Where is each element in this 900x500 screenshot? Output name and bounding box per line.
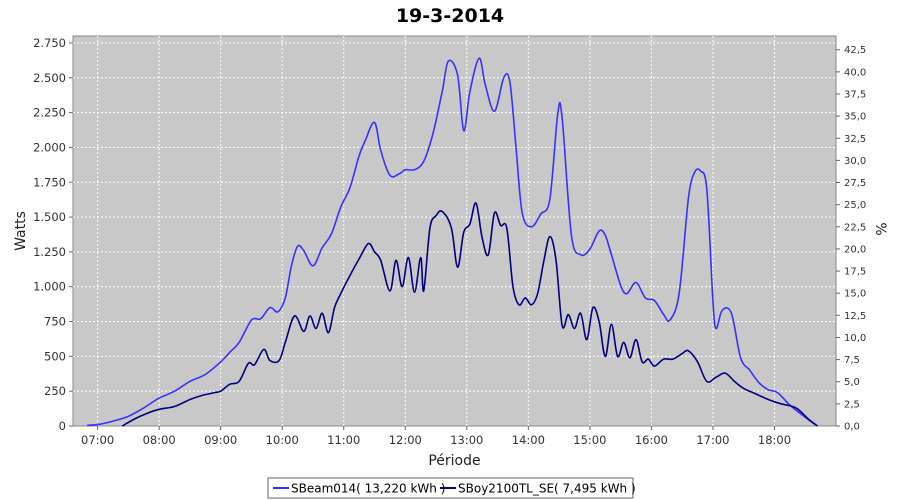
y-axis: 0 250 500 750 1.000 1.250 1.500 1.750 2.000 2.250…: [33, 36, 73, 433]
y2-tick-label: 15,0: [844, 289, 866, 300]
grid: [73, 36, 836, 426]
y2-tick-label: 12,5: [844, 311, 866, 322]
y2-tick-label: 7,5: [844, 355, 860, 366]
legend-label-sboy2100tl: SBoy2100TL_SE( 7,495 kWh ): [458, 482, 636, 496]
y2-tick-label: 2,5: [844, 399, 860, 410]
y-tick-label: 1.750: [33, 175, 66, 189]
y-tick-label: 500: [44, 349, 66, 363]
y2-tick-label: 32,5: [844, 134, 866, 145]
chart-title: 19-3-2014: [396, 5, 504, 27]
y-tick-label: 1.000: [33, 280, 66, 294]
y2-tick-label: 42,5: [844, 45, 866, 56]
x-axis: 07:00 08:00 09:00 10:00 11:00 12:00 13:00 14:00…: [81, 426, 791, 447]
x-tick-label: 16:00: [635, 433, 668, 447]
y2-tick-label: 27,5: [844, 178, 866, 189]
y-tick-label: 2.500: [33, 71, 66, 85]
y2-tick-label: 30,0: [844, 156, 866, 167]
series-lines: [87, 57, 818, 427]
x-tick-label: 18:00: [758, 433, 791, 447]
y-tick-label: 1.500: [33, 210, 66, 224]
x-tick-label: 07:00: [81, 433, 114, 447]
y2-tick-label: 17,5: [844, 267, 866, 278]
series-line-1: [121, 202, 818, 427]
x-tick-label: 10:00: [266, 433, 299, 447]
y2-tick-label: 25,0: [844, 200, 866, 211]
y2-tick-label: 22,5: [844, 222, 866, 233]
plot-area: [72, 35, 837, 427]
y-tick-label: 2.250: [33, 106, 66, 120]
y-tick-label: 250: [44, 384, 66, 398]
x-tick-label: 15:00: [573, 433, 606, 447]
x-tick-label: 08:00: [143, 433, 176, 447]
y2-axis-label: %: [872, 222, 888, 235]
y2-tick-label: 10,0: [844, 333, 866, 344]
series-line-0: [87, 57, 818, 427]
y2-axis: 0,0 2,5 5,0 7,5 10,0 12,5 15,0 17,5 20,0 22,5 25,0…: [836, 45, 866, 433]
y-tick-label: 0: [59, 419, 66, 433]
x-tick-label: 17:00: [696, 433, 729, 447]
y2-tick-label: 40,0: [844, 67, 866, 78]
x-tick-label: 13:00: [450, 433, 483, 447]
y2-tick-label: 35,0: [844, 112, 866, 123]
x-tick-label: 09:00: [204, 433, 237, 447]
x-tick-label: 14:00: [512, 433, 545, 447]
y-tick-label: 1.250: [33, 245, 66, 259]
y-tick-label: 750: [44, 315, 66, 329]
legend: SBeam014( 13,220 kWh ) SBoy2100TL_SE( 7,…: [267, 477, 636, 499]
y-axis-label: Watts: [13, 211, 29, 251]
y-tick-label: 2.750: [33, 36, 66, 50]
y2-tick-label: 5,0: [844, 377, 860, 388]
y2-tick-label: 37,5: [844, 89, 866, 100]
x-axis-label: Période: [428, 453, 480, 469]
y2-tick-label: 20,0: [844, 244, 866, 255]
y-tick-label: 2.000: [33, 140, 66, 154]
legend-label-sbeam014: SBeam014( 13,220 kWh ): [291, 482, 445, 496]
x-tick-label: 11:00: [327, 433, 360, 447]
x-tick-label: 12:00: [389, 433, 422, 447]
y2-tick-label: 0,0: [844, 422, 860, 433]
